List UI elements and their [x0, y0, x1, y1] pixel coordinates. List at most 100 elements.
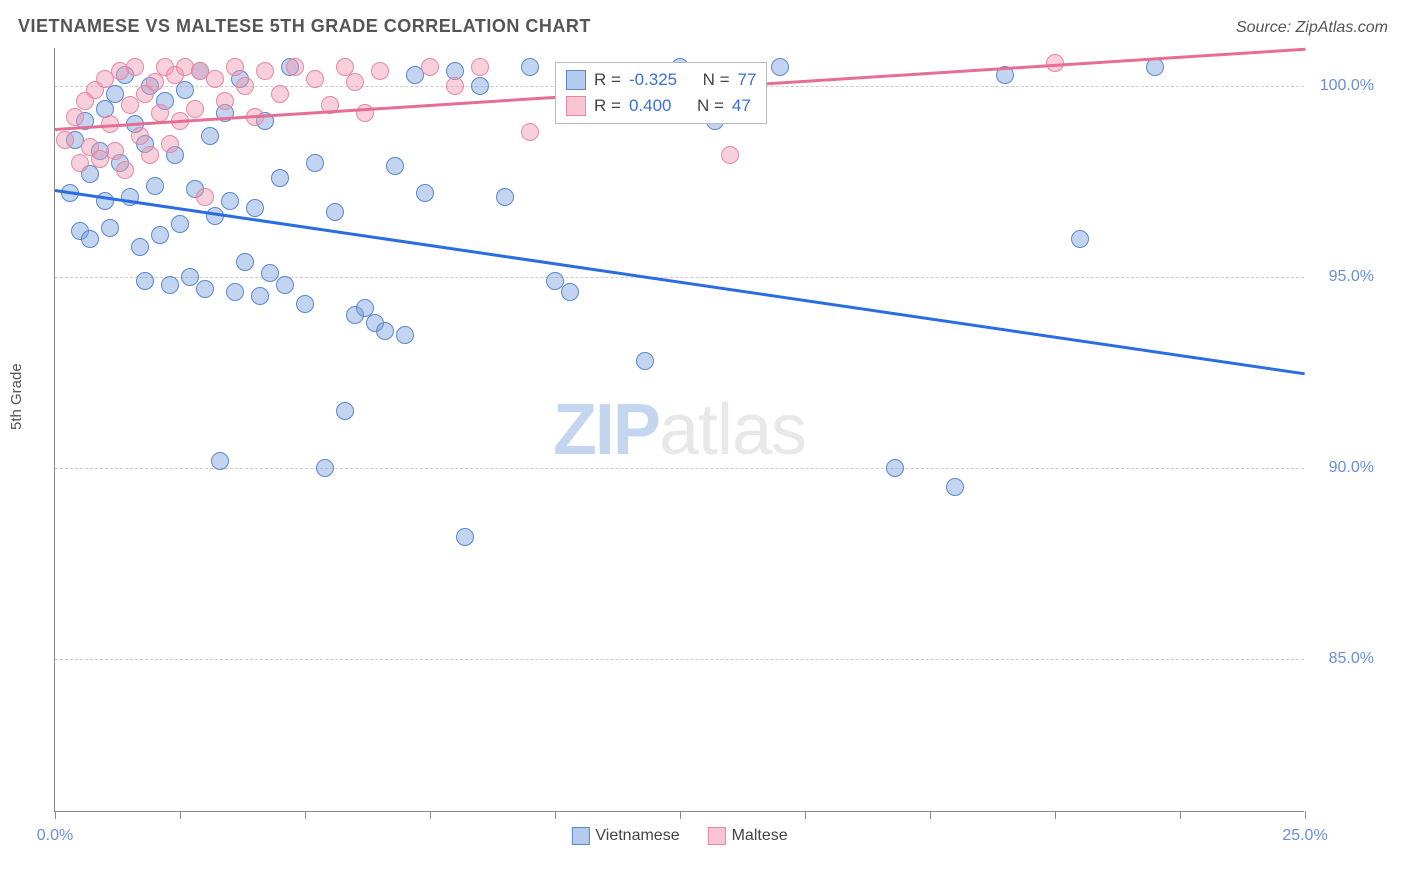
vietnamese-point	[386, 157, 404, 175]
maltese-point	[421, 58, 439, 76]
vietnamese-point	[496, 188, 514, 206]
vietnamese-point	[176, 81, 194, 99]
maltese-point	[66, 108, 84, 126]
x-tick	[180, 811, 181, 819]
vietnamese-point	[81, 230, 99, 248]
legend-item: Maltese	[708, 827, 788, 845]
y-tick-label: 90.0%	[1329, 459, 1374, 477]
scatter-chart: ZIPatlas R =-0.325 N =77R =0.400 N =47 V…	[54, 48, 1304, 812]
maltese-point	[286, 58, 304, 76]
maltese-point	[356, 104, 374, 122]
maltese-point	[106, 142, 124, 160]
vietnamese-point	[946, 478, 964, 496]
y-tick-label: 85.0%	[1329, 650, 1374, 668]
maltese-point	[346, 73, 364, 91]
vietnamese-point	[521, 58, 539, 76]
vietnamese-point	[246, 199, 264, 217]
vietnamese-point	[376, 322, 394, 340]
vietnamese-point	[471, 77, 489, 95]
maltese-point	[216, 92, 234, 110]
maltese-point	[141, 146, 159, 164]
vietnamese-point	[101, 219, 119, 237]
vietnamese-point	[636, 352, 654, 370]
n-label: N =	[697, 96, 724, 116]
vietnamese-point	[296, 295, 314, 313]
vietnamese-point	[456, 528, 474, 546]
legend-swatch	[566, 96, 586, 116]
x-tick	[1305, 811, 1306, 819]
maltese-point	[271, 85, 289, 103]
maltese-point	[196, 188, 214, 206]
vietnamese-point	[771, 58, 789, 76]
vietnamese-point	[206, 207, 224, 225]
gridline	[55, 468, 1304, 469]
vietnamese-point	[226, 283, 244, 301]
vietnamese-point	[1146, 58, 1164, 76]
maltese-point	[161, 135, 179, 153]
chart-title: VIETNAMESE VS MALTESE 5TH GRADE CORRELAT…	[18, 16, 591, 37]
y-axis-label: 5th Grade	[8, 363, 25, 430]
maltese-point	[116, 161, 134, 179]
x-tick	[1180, 811, 1181, 819]
y-tick-label: 95.0%	[1329, 268, 1374, 286]
x-tick	[55, 811, 56, 819]
maltese-point	[371, 62, 389, 80]
maltese-point	[226, 58, 244, 76]
maltese-point	[236, 77, 254, 95]
vietnamese-trendline	[55, 189, 1305, 375]
chart-legend: Vietnamese Maltese	[571, 827, 787, 845]
vietnamese-point	[171, 215, 189, 233]
chart-header: VIETNAMESE VS MALTESE 5TH GRADE CORRELAT…	[18, 16, 1388, 37]
chart-source: Source: ZipAtlas.com	[1236, 19, 1388, 37]
maltese-point	[151, 104, 169, 122]
vietnamese-point	[336, 402, 354, 420]
vietnamese-point	[161, 276, 179, 294]
vietnamese-point	[316, 459, 334, 477]
n-value: 77	[738, 70, 757, 90]
vietnamese-point	[151, 226, 169, 244]
r-label: R =	[594, 96, 621, 116]
vietnamese-point	[136, 272, 154, 290]
r-label: R =	[594, 70, 621, 90]
vietnamese-point	[416, 184, 434, 202]
vietnamese-point	[251, 287, 269, 305]
gridline	[55, 277, 1304, 278]
maltese-point	[256, 62, 274, 80]
maltese-point	[721, 146, 739, 164]
maltese-point	[471, 58, 489, 76]
correlation-stats-box: R =-0.325 N =77R =0.400 N =47	[555, 62, 767, 124]
x-tick	[430, 811, 431, 819]
legend-label: Vietnamese	[595, 827, 679, 845]
r-value: -0.325	[629, 70, 677, 90]
gridline	[55, 659, 1304, 660]
y-tick-label: 100.0%	[1320, 77, 1374, 95]
vietnamese-point	[131, 238, 149, 256]
vietnamese-point	[326, 203, 344, 221]
vietnamese-point	[221, 192, 239, 210]
watermark: ZIPatlas	[553, 389, 806, 471]
maltese-point	[446, 77, 464, 95]
maltese-point	[521, 123, 539, 141]
x-tick	[805, 811, 806, 819]
stats-row: R =0.400 N =47	[566, 93, 756, 119]
watermark-zip: ZIP	[553, 390, 659, 470]
x-tick	[1055, 811, 1056, 819]
x-tick	[305, 811, 306, 819]
maltese-point	[206, 70, 224, 88]
maltese-point	[121, 96, 139, 114]
vietnamese-point	[236, 253, 254, 271]
vietnamese-point	[211, 452, 229, 470]
x-tick-label: 25.0%	[1282, 827, 1327, 845]
vietnamese-point	[561, 283, 579, 301]
n-value: 47	[732, 96, 751, 116]
maltese-point	[71, 154, 89, 172]
vietnamese-point	[1071, 230, 1089, 248]
legend-swatch	[571, 827, 589, 845]
vietnamese-point	[886, 459, 904, 477]
maltese-point	[186, 100, 204, 118]
watermark-atlas: atlas	[659, 390, 806, 470]
stats-row: R = -0.325 N = 77	[566, 67, 756, 93]
maltese-point	[56, 131, 74, 149]
vietnamese-point	[201, 127, 219, 145]
n-label: N =	[703, 70, 730, 90]
